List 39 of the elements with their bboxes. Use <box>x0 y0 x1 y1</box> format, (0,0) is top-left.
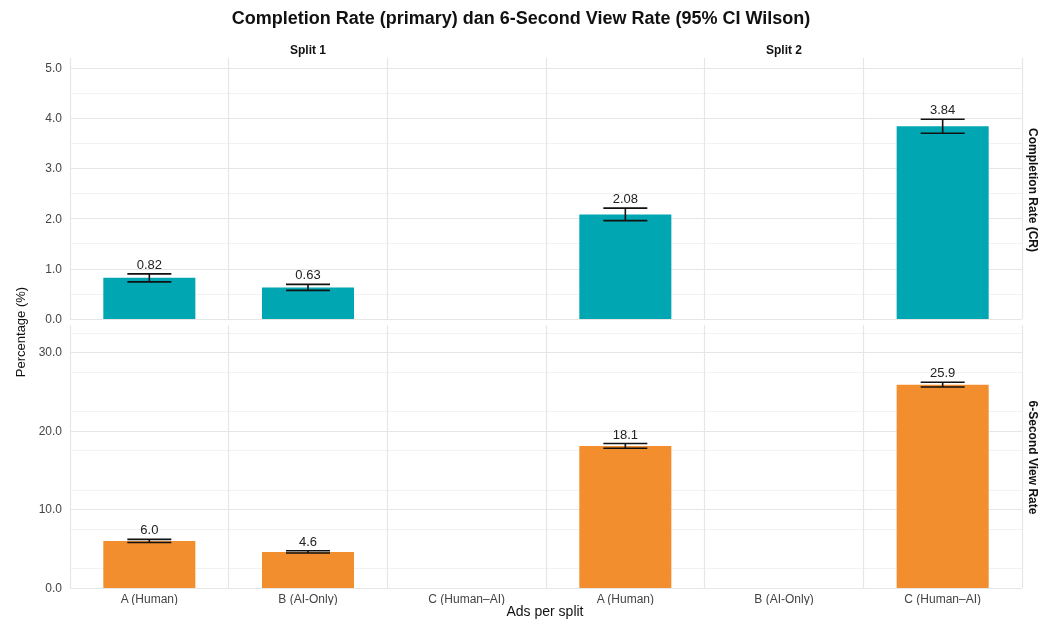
bar <box>103 277 196 319</box>
x-tick-label: B (AI-Only) <box>754 592 814 606</box>
x-axis-title: Ads per split <box>506 603 584 619</box>
y-tick-label: 20.0 <box>38 423 63 438</box>
data-label: 4.6 <box>298 533 318 549</box>
text: Split 1 <box>289 43 327 57</box>
y2-axis-title: 6-Second View Rate <box>1026 400 1040 515</box>
y-tick-label: 30.0 <box>38 345 63 360</box>
data-label: 0.82 <box>136 256 162 272</box>
data-label: 18.1 <box>612 426 638 442</box>
chart-title: Completion Rate (primary) dan 6-Second View Rate (95% CI Wilson) <box>230 8 812 29</box>
x-tick-label: A (Human) <box>120 592 179 606</box>
y-tick-label: 10.0 <box>38 502 63 517</box>
data-label: 0.63 <box>295 267 321 283</box>
data-label: 6.0 <box>140 522 159 538</box>
y-tick-label: 2.0 <box>45 211 63 226</box>
bar <box>579 445 672 588</box>
bar <box>261 551 355 588</box>
data-label: 3.84 <box>930 102 956 118</box>
y-tick-label: 3.0 <box>45 161 63 176</box>
y-tick-label: 4.0 <box>45 111 63 126</box>
bar <box>896 384 989 588</box>
text: Split 2 <box>765 43 803 57</box>
bar <box>261 287 355 319</box>
data-label: 25.9 <box>930 365 956 381</box>
bar <box>103 540 196 588</box>
bar <box>579 214 672 319</box>
y-tick-label: 5.0 <box>45 61 63 76</box>
data-label: 2.08 <box>612 191 638 207</box>
y-axis-title: Percentage (%) <box>12 286 28 378</box>
y-tick-label: 0.0 <box>45 312 63 326</box>
x-tick-label: C (Human–AI) <box>428 592 506 606</box>
y-tick-label: 0.0 <box>45 581 63 595</box>
x-tick-label: A (Human) <box>596 592 655 606</box>
bar <box>896 126 989 319</box>
x-tick-label: C (Human–AI) <box>904 592 982 606</box>
y-tick-label: 1.0 <box>45 261 63 276</box>
y2-axis-title: Completion Rate (CR) <box>1026 128 1040 252</box>
x-tick-label: B (AI-Only) <box>278 592 338 606</box>
